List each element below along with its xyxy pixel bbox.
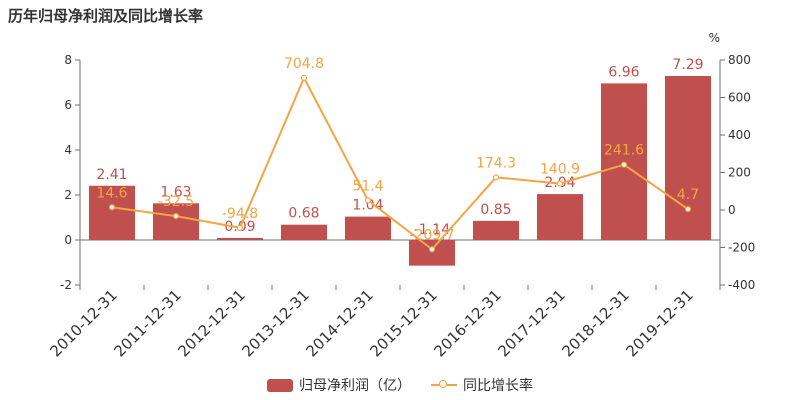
y-left-tick-label: 2 bbox=[64, 188, 72, 202]
bar-data-label: 2.41 bbox=[96, 167, 127, 183]
legend-swatch-bar bbox=[267, 378, 293, 392]
growth-data-label: 241.6 bbox=[604, 143, 644, 159]
growth-data-label: -209.7 bbox=[409, 227, 454, 243]
legend-label-profit: 归母净利润（亿） bbox=[299, 378, 411, 394]
x-tick-label: 2017-12-31 bbox=[494, 286, 568, 360]
legend-label-growth: 同比增长率 bbox=[463, 378, 533, 394]
bar-data-label: 6.96 bbox=[608, 64, 639, 80]
growth-data-label: 704.8 bbox=[284, 56, 324, 72]
bar-data-label: 1.04 bbox=[352, 198, 383, 214]
bar bbox=[536, 194, 584, 240]
y-right-tick-label: 400 bbox=[728, 128, 751, 142]
bar bbox=[280, 224, 328, 240]
growth-data-label: -94.8 bbox=[222, 206, 258, 222]
y-right-tick-label: 200 bbox=[728, 166, 751, 180]
growth-point bbox=[364, 197, 372, 204]
bar-data-label: -1.14 bbox=[414, 222, 450, 238]
growth-data-label: -32.5 bbox=[158, 194, 194, 210]
y-right-tick-label: -400 bbox=[728, 278, 755, 292]
y-left-tick-label: 8 bbox=[64, 53, 72, 67]
bar-data-label: 0.85 bbox=[480, 202, 511, 218]
x-tick-label: 2013-12-31 bbox=[238, 286, 312, 360]
chart-title: 历年归母净利润及同比增长率 bbox=[8, 7, 204, 25]
bar bbox=[472, 220, 520, 240]
x-tick-label: 2012-12-31 bbox=[174, 286, 248, 360]
x-tick-label: 2014-12-31 bbox=[302, 286, 376, 360]
bar bbox=[344, 216, 392, 240]
y-left-tick-label: 4 bbox=[64, 143, 72, 157]
bar-data-label: 7.29 bbox=[672, 57, 703, 73]
y-left-tick-label: 0 bbox=[64, 233, 72, 247]
growth-point bbox=[428, 246, 436, 253]
x-tick-label: 2018-12-31 bbox=[558, 286, 632, 360]
growth-data-label: 174.3 bbox=[476, 155, 516, 171]
chart-legend[interactable]: 归母净利润（亿） 同比增长率 bbox=[0, 374, 800, 396]
x-tick-label: 2010-12-31 bbox=[46, 286, 120, 360]
y-right-tick-label: 800 bbox=[728, 53, 751, 67]
growth-point bbox=[300, 74, 308, 81]
legend-swatch-line bbox=[431, 378, 457, 392]
x-tick-label: 2015-12-31 bbox=[366, 286, 440, 360]
y-left-tick-label: 6 bbox=[64, 98, 72, 112]
y-right-tick-label: 0 bbox=[728, 203, 736, 217]
bar bbox=[216, 237, 264, 240]
legend-item-profit[interactable]: 归母净利润（亿） bbox=[267, 375, 411, 395]
growth-point bbox=[236, 224, 244, 231]
y-right-tick-label: -200 bbox=[728, 241, 755, 255]
growth-data-label: 51.4 bbox=[352, 178, 383, 194]
y-left-tick-label: -2 bbox=[60, 278, 72, 292]
x-tick-label: 2016-12-31 bbox=[430, 286, 504, 360]
bar bbox=[408, 240, 456, 266]
x-tick-label: 2011-12-31 bbox=[110, 286, 184, 360]
growth-point bbox=[684, 206, 692, 213]
growth-point bbox=[492, 174, 500, 181]
growth-data-label: 140.9 bbox=[540, 162, 580, 178]
growth-point bbox=[172, 212, 180, 220]
bar-data-label: 0.68 bbox=[288, 206, 319, 222]
growth-line bbox=[111, 75, 689, 251]
y-right-unit-label: % bbox=[709, 31, 720, 45]
y-right-tick-label: 600 bbox=[728, 91, 751, 105]
growth-point bbox=[620, 161, 628, 168]
legend-item-growth[interactable]: 同比增长率 bbox=[431, 375, 533, 395]
bar bbox=[152, 203, 200, 240]
growth-point bbox=[556, 180, 564, 187]
bar bbox=[88, 185, 136, 240]
bar bbox=[664, 75, 712, 240]
growth-point bbox=[108, 204, 116, 211]
x-tick-label: 2019-12-31 bbox=[622, 286, 696, 360]
growth-data-label: 4.7 bbox=[677, 187, 699, 203]
bar-data-label: 1.63 bbox=[160, 184, 191, 200]
growth-data-label: 14.6 bbox=[96, 185, 127, 201]
